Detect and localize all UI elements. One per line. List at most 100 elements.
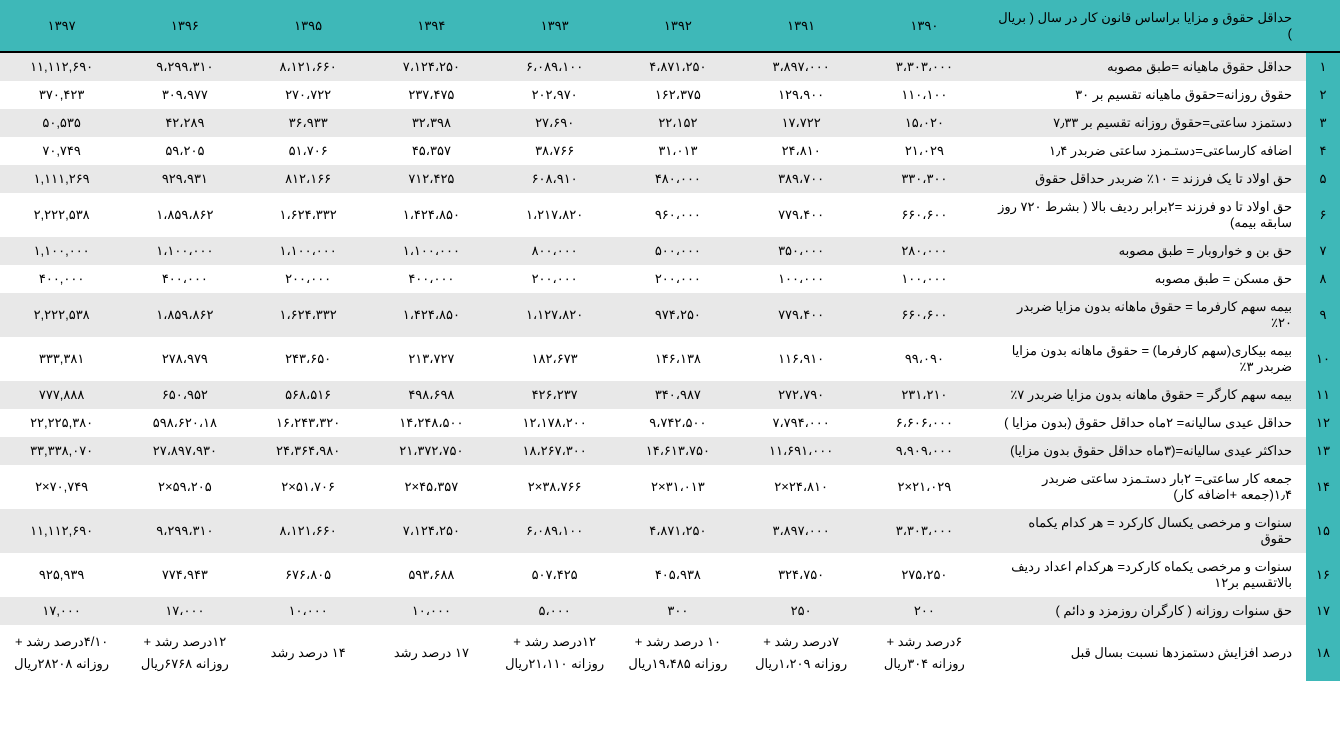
cell-value: ۱۴،۶۱۳،۷۵۰	[616, 437, 739, 465]
cell-value: ۱۵،۰۲۰	[863, 109, 986, 137]
cell-value: ۱,۱۰۰,۰۰۰	[0, 237, 123, 265]
row-description: حق مسکن = طبق مصوبه	[986, 265, 1306, 293]
cell-value: ۱۷،۷۲۲	[740, 109, 863, 137]
cell-value: ۲۲،۱۵۲	[616, 109, 739, 137]
table-row: ۸حق مسکن = طبق مصوبه۱۰۰،۰۰۰۱۰۰،۰۰۰۲۰۰،۰۰…	[0, 265, 1340, 293]
row-description: حق سنوات روزانه ( کارگران روزمزد و دائم …	[986, 597, 1306, 625]
cell-value: ۲,۲۲۲,۵۳۸	[0, 193, 123, 237]
cell-value: ۴۵،۳۵۷	[370, 137, 493, 165]
cell-value: ۲۷۲،۷۹۰	[740, 381, 863, 409]
cell-value: ۱۴۶،۱۳۸	[616, 337, 739, 381]
row-index: ۹	[1306, 293, 1340, 337]
cell-value: ۲۰۲،۹۷۰	[493, 81, 616, 109]
row-index: ۶	[1306, 193, 1340, 237]
cell-value: ۱،۴۲۴،۸۵۰	[370, 193, 493, 237]
cell-value: ۲×۷۰,۷۴۹	[0, 465, 123, 509]
row-index: ۳	[1306, 109, 1340, 137]
cell-value: ۱۰،۰۰۰	[247, 597, 370, 625]
row-index: ۱۲	[1306, 409, 1340, 437]
cell-value: ۱۱,۱۱۲,۶۹۰	[0, 509, 123, 553]
cell-value: ۲۱،۰۲۹	[863, 137, 986, 165]
cell-value: ۱،۸۵۹،۸۶۲	[123, 193, 246, 237]
cell-value: ۱۲۹،۹۰۰	[740, 81, 863, 109]
table-row: ۳دستمزد ساعتی=حقوق روزانه تقسیم بر ۷٫۳۳۱…	[0, 109, 1340, 137]
cell-value: ۲۷،۸۹۷،۹۳۰	[123, 437, 246, 465]
cell-value: ۱،۶۲۴،۳۳۲	[247, 293, 370, 337]
cell-value: ۱،۲۱۷،۸۲۰	[493, 193, 616, 237]
row-index: ۱	[1306, 52, 1340, 81]
table-row: ۱۰بیمه بیکاری(سهم کارفرما) = حقوق ماهانه…	[0, 337, 1340, 381]
header-year-1: ۱۳۹۱	[740, 0, 863, 52]
cell-value: ۴۸۰،۰۰۰	[616, 165, 739, 193]
table-row: ۲حقوق روزانه=حقوق ماهیانه تقسیم بر ۳۰۱۱۰…	[0, 81, 1340, 109]
cell-value: ۲۷۵،۲۵۰	[863, 553, 986, 597]
cell-value: ۵۶۸،۵۱۶	[247, 381, 370, 409]
table-row: ۵حق اولاد تا یک فرزند = ۱۰٪ ضربدر حداقل …	[0, 165, 1340, 193]
cell-value: ۴۰۰،۰۰۰	[123, 265, 246, 293]
header-year-7: ۱۳۹۷	[0, 0, 123, 52]
cell-value: ۹۲۵,۹۳۹	[0, 553, 123, 597]
cell-value: ۷،۱۲۴،۲۵۰	[370, 509, 493, 553]
cell-value: ۷درصد رشد + روزانه ۱،۲۰۹ریال	[740, 625, 863, 681]
table-row: ۱۶سنوات و مرخصی یکماه کارکرد= هرکدام اعد…	[0, 553, 1340, 597]
cell-value: ۹۹،۰۹۰	[863, 337, 986, 381]
cell-value: ۶۵۰،۹۵۲	[123, 381, 246, 409]
cell-value: ۲۷،۶۹۰	[493, 109, 616, 137]
cell-value: ۱۴ درصد رشد	[247, 625, 370, 681]
wage-table: حداقل حقوق و مزایا براساس قانون کار در س…	[0, 0, 1340, 681]
cell-value: ۱۶۲،۳۷۵	[616, 81, 739, 109]
row-description: حداکثر عیدی سالیانه=(۳ماه حداقل حقوق بدو…	[986, 437, 1306, 465]
row-description: حق بن و خواروبار = طبق مصوبه	[986, 237, 1306, 265]
cell-value: ۱۷،۰۰۰	[123, 597, 246, 625]
cell-value: ۴۰۵،۹۳۸	[616, 553, 739, 597]
cell-value: ۳۳۰،۳۰۰	[863, 165, 986, 193]
cell-value: ۴۰۰,۰۰۰	[0, 265, 123, 293]
cell-value: ۷،۷۹۴،۰۰۰	[740, 409, 863, 437]
cell-value: ۷۷۹،۴۰۰	[740, 193, 863, 237]
cell-value: ۳۲۴،۷۵۰	[740, 553, 863, 597]
table-row: ۱حداقل حقوق ماهیانه =طبق مصوبه۳،۳۰۳،۰۰۰۳…	[0, 52, 1340, 81]
row-index: ۷	[1306, 237, 1340, 265]
cell-value: ۷۷۹،۴۰۰	[740, 293, 863, 337]
cell-value: ۶۰۸،۹۱۰	[493, 165, 616, 193]
cell-value: ۹۷۴،۲۵۰	[616, 293, 739, 337]
table-row: ۱۴جمعه کار ساعتی= ۲بار دستـمزد ساعتی ضرب…	[0, 465, 1340, 509]
cell-value: ۲۰۰،۰۰۰	[616, 265, 739, 293]
cell-value: ۲۷۸،۹۷۹	[123, 337, 246, 381]
row-description: سنوات و مرخصی یکسال کارکرد = هر کدام یکم…	[986, 509, 1306, 553]
cell-value: ۲۳۷،۴۷۵	[370, 81, 493, 109]
cell-value: ۲×۳۱،۰۱۳	[616, 465, 739, 509]
cell-value: ۵۹۸،۶۲۰،۱۸	[123, 409, 246, 437]
cell-value: ۲۳۱،۲۱۰	[863, 381, 986, 409]
row-description: حق اولاد تا یک فرزند = ۱۰٪ ضربدر حداقل ح…	[986, 165, 1306, 193]
cell-value: ۲۵۰	[740, 597, 863, 625]
table-row: ۱۷حق سنوات روزانه ( کارگران روزمزد و دائ…	[0, 597, 1340, 625]
cell-value: ۴،۸۷۱،۲۵۰	[616, 52, 739, 81]
cell-value: ۱۰ درصد رشد + روزانه ۱۹،۴۸۵ریال	[616, 625, 739, 681]
cell-value: ۳۷۰,۴۲۳	[0, 81, 123, 109]
cell-value: ۹،۲۹۹،۳۱۰	[123, 52, 246, 81]
cell-value: ۳،۳۰۳،۰۰۰	[863, 52, 986, 81]
cell-value: ۳۰۹،۹۷۷	[123, 81, 246, 109]
cell-value: ۷۱۲،۴۲۵	[370, 165, 493, 193]
cell-value: ۱،۸۵۹،۸۶۲	[123, 293, 246, 337]
table-row: ۱۸درصد افزایش دستمزدها نسبت بسال قبل۶درص…	[0, 625, 1340, 681]
cell-value: ۳،۸۹۷،۰۰۰	[740, 509, 863, 553]
header-title: حداقل حقوق و مزایا براساس قانون کار در س…	[986, 0, 1306, 52]
table-row: ۴اضافه کارساعتی=دستـمزد ساعتی ضربدر ۱٫۴۲…	[0, 137, 1340, 165]
cell-value: ۱،۱۰۰،۰۰۰	[247, 237, 370, 265]
cell-value: ۱۰۰،۰۰۰	[863, 265, 986, 293]
cell-value: ۷۷۴،۹۴۳	[123, 553, 246, 597]
cell-value: ۱۷,۰۰۰	[0, 597, 123, 625]
row-index: ۱۴	[1306, 465, 1340, 509]
cell-value: ۵،۰۰۰	[493, 597, 616, 625]
header-year-0: ۱۳۹۰	[863, 0, 986, 52]
row-index: ۱۳	[1306, 437, 1340, 465]
cell-value: ۷۷۷,۸۸۸	[0, 381, 123, 409]
cell-value: ۱۸۲،۶۷۳	[493, 337, 616, 381]
cell-value: ۱۱۰،۱۰۰	[863, 81, 986, 109]
cell-value: ۹۶۰،۰۰۰	[616, 193, 739, 237]
table-row: ۱۱بیمه سهم کارگر = حقوق ماهانه بدون مزای…	[0, 381, 1340, 409]
cell-value: ۹،۷۴۲،۵۰۰	[616, 409, 739, 437]
cell-value: ۱۲درصد رشد + روزانه ۲۱،۱۱۰ریال	[493, 625, 616, 681]
